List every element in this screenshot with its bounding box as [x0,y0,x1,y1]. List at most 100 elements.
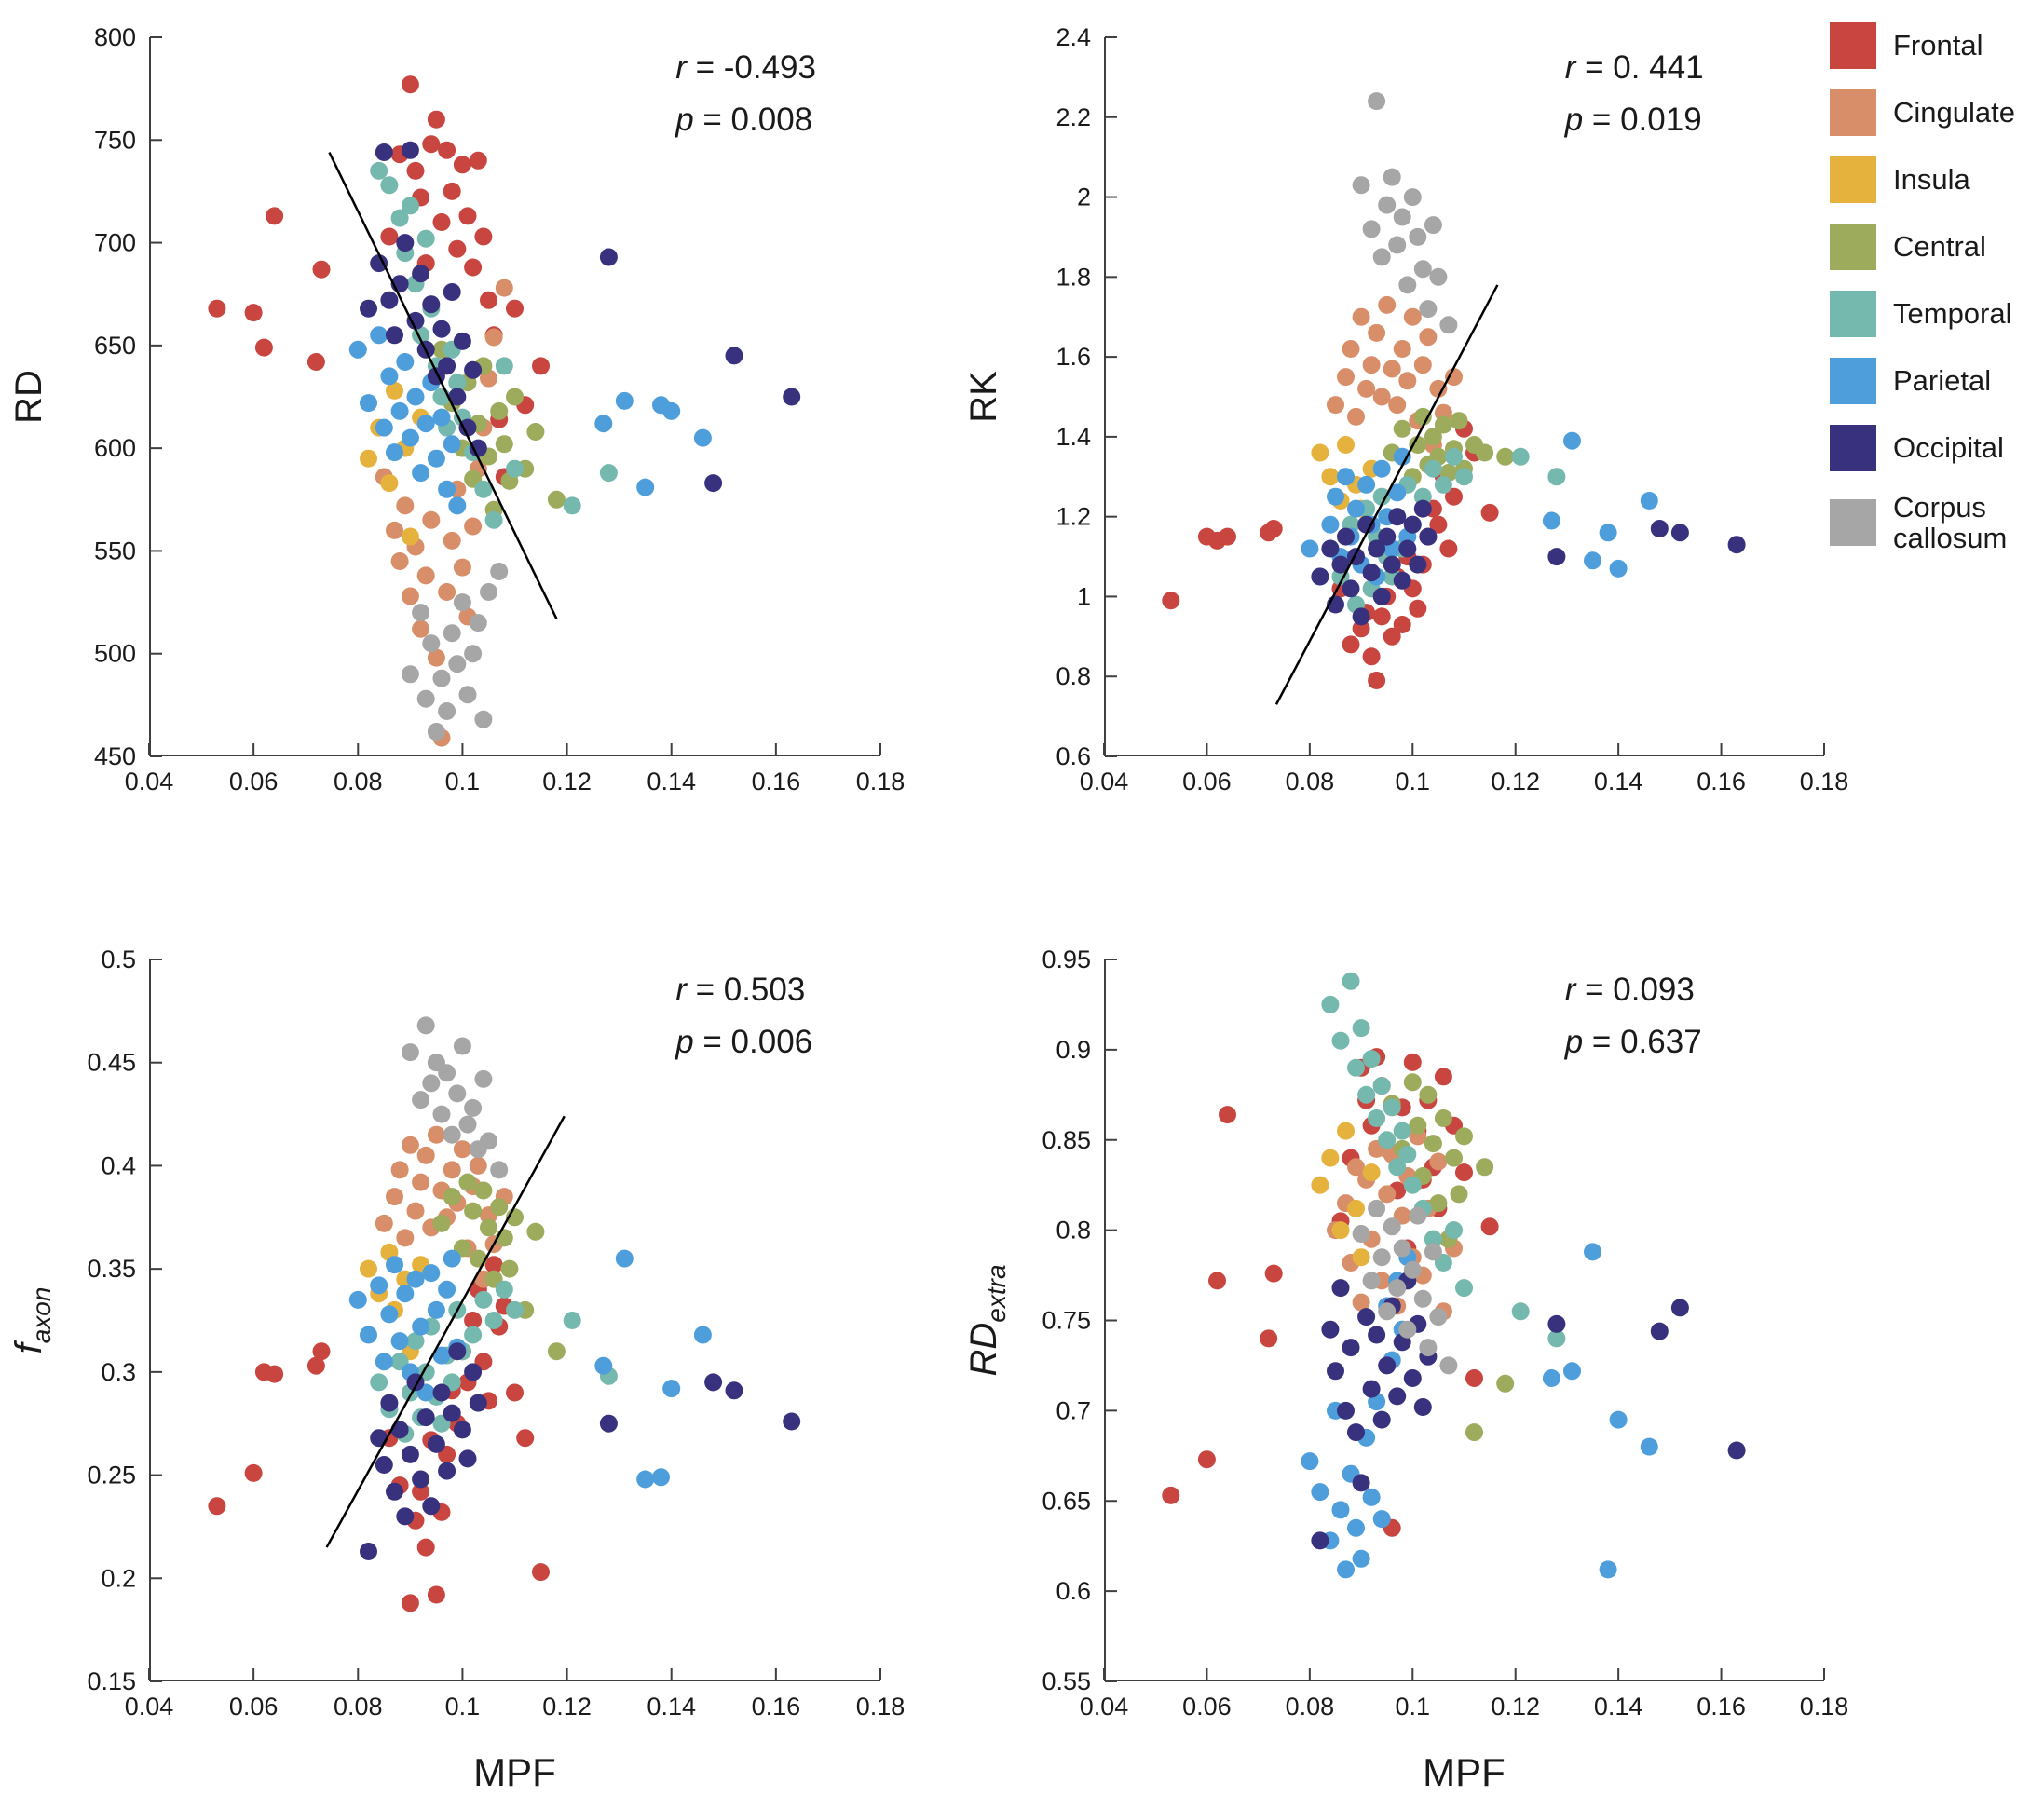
axis-lines [149,959,880,1681]
data-point [432,1214,451,1232]
series-parietal [1301,1243,1658,1579]
data-point [1352,1293,1370,1312]
y-tick-label: 0.8 [1056,662,1091,690]
data-point [1197,1450,1216,1469]
data-point [563,1312,581,1329]
data-point [448,374,467,392]
data-point [1496,447,1515,466]
data-point [495,279,513,297]
data-point [1650,520,1669,537]
data-point [1372,1077,1391,1095]
data-point [443,1404,461,1422]
data-point [652,1468,670,1487]
series-central [1383,407,1515,486]
data-point [532,1563,550,1582]
data-point [1219,1106,1236,1124]
data-point [1162,1486,1180,1504]
data-point [1547,1329,1566,1348]
data-point [412,464,430,483]
data-point [490,563,509,580]
y-tick-label: 1.6 [1056,343,1091,371]
y-tick-label: 750 [94,126,136,154]
data-point [427,648,445,667]
data-point [495,435,513,454]
data-point [422,295,441,314]
data-point [474,227,493,246]
data-point [1439,316,1458,334]
data-point [1445,1149,1463,1167]
data-point [480,291,497,309]
data-point [1413,260,1432,279]
data-point [1419,328,1438,347]
data-point [1352,1474,1370,1492]
data-point [443,531,461,550]
legend-swatch [1830,499,1876,547]
data-point [1368,539,1386,558]
data-point [495,357,513,375]
data-point [375,1456,393,1474]
series-insula [360,381,430,546]
legend-swatch [1830,156,1876,203]
x-tick-label: 0.04 [125,1693,174,1721]
x-axis-label: MPF [1423,1750,1506,1794]
data-point [401,587,419,605]
data-point [1372,1410,1391,1429]
data-point [1337,368,1355,387]
data-point [1434,1068,1452,1086]
data-point [725,1381,743,1400]
data-point [1542,1369,1560,1387]
data-point [416,1408,435,1427]
data-point [1368,672,1386,689]
data-point [1378,1356,1397,1375]
data-point [1393,419,1411,438]
data-point [1357,475,1376,494]
data-point [464,645,483,663]
data-point [495,1280,513,1299]
data-point [416,1538,435,1557]
data-point [547,490,566,509]
data-point [1727,536,1746,554]
data-point [396,353,415,371]
data-point [1388,508,1407,526]
data-point [1403,188,1422,207]
series-parietal [348,326,712,515]
data-point [526,1222,545,1241]
data-point [1424,459,1442,478]
data-point [599,1414,618,1433]
data-point [1383,1217,1401,1236]
data-point [1388,1158,1407,1177]
data-point [469,439,487,457]
y-tick-label: 0.7 [1056,1396,1091,1424]
data-point [1599,1560,1617,1579]
data-point [360,1543,377,1560]
data-point [416,415,435,433]
data-point [406,1332,425,1351]
data-point [1429,1308,1448,1326]
data-point [1362,1488,1381,1506]
y-tick-label: 1.4 [1056,423,1091,451]
data-point [1547,468,1566,486]
data-point [1398,276,1417,294]
data-point [386,443,403,462]
data-point [599,464,618,483]
data-point [1609,559,1628,578]
data-point [380,1394,399,1412]
data-point [1429,379,1448,398]
data-point [480,583,497,601]
legend-swatch [1830,22,1876,69]
data-point [412,1173,430,1191]
data-point [1352,1549,1370,1568]
legend-label: Corpus callosum [1893,491,2008,555]
data-point [396,1229,415,1247]
data-point [1383,555,1401,574]
data-point [1372,607,1391,626]
data-point [1311,443,1329,462]
data-point [1352,607,1370,626]
data-point [422,135,441,154]
data-point [422,634,441,653]
legend-item-parietal: Parietal [1830,358,2044,404]
data-point [464,360,483,379]
stat-p: p = 0.006 [675,1024,812,1060]
data-point [1372,487,1391,506]
data-point [693,1326,712,1344]
